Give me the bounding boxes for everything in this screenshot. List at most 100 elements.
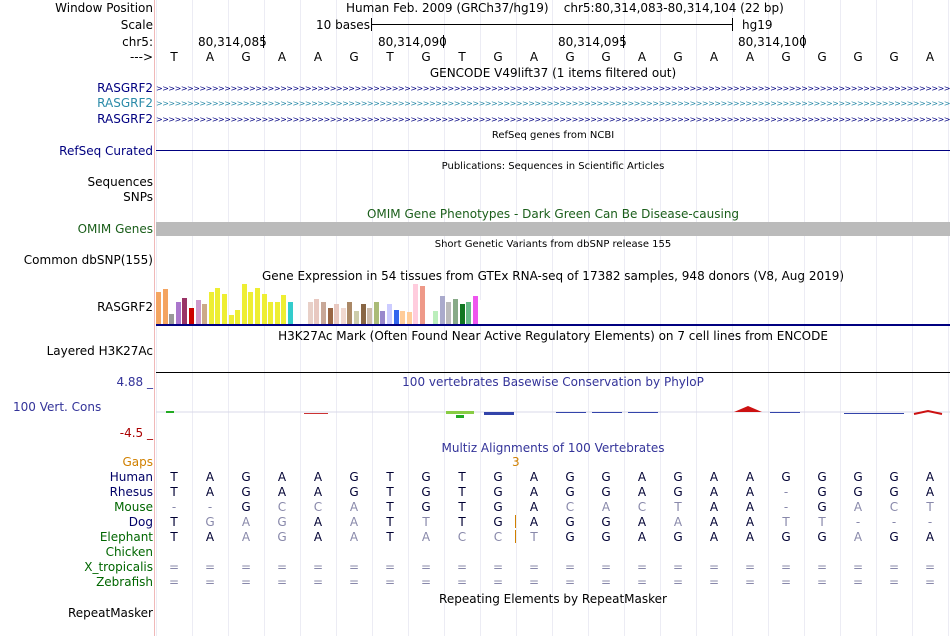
- cons-wiggle-plot[interactable]: [156, 400, 950, 424]
- gtex-bar[interactable]: [360, 304, 366, 324]
- species-label[interactable]: Mouse: [114, 500, 153, 514]
- alignment-base: =: [780, 560, 792, 574]
- gtex-bar[interactable]: [156, 292, 161, 324]
- gencode-gene-strand-2[interactable]: >>>>>>>>>>>>>>>>>>>>>>>>>>>>>>>>>>>>>>>>…: [156, 99, 950, 108]
- gtex-bar[interactable]: [314, 299, 320, 324]
- alignment-base: =: [888, 560, 900, 574]
- alignment-base: =: [852, 575, 864, 589]
- gtex-bar[interactable]: [222, 294, 227, 324]
- snps-track-label[interactable]: SNPs: [123, 190, 153, 204]
- sequences-track-label[interactable]: Sequences: [87, 175, 153, 189]
- gtex-bar[interactable]: [354, 311, 359, 324]
- gtex-bar[interactable]: [274, 302, 280, 324]
- gtex-bar[interactable]: [294, 298, 300, 324]
- gtex-bar[interactable]: [472, 296, 478, 324]
- gtex-bar[interactable]: [162, 289, 168, 324]
- gtex-bar[interactable]: [241, 284, 247, 324]
- cons-track-label[interactable]: 100 Vert. Cons: [13, 400, 102, 414]
- species-label[interactable]: Chicken: [105, 545, 153, 559]
- cons-track-title[interactable]: 100 vertebrates Basewise Conservation by…: [402, 375, 704, 389]
- gtex-bar[interactable]: [261, 294, 267, 324]
- gtex-bar[interactable]: [453, 299, 458, 324]
- gaps-label[interactable]: Gaps: [122, 455, 153, 469]
- repeat-track-title[interactable]: Repeating Elements by RepeatMasker: [439, 592, 667, 606]
- coord-3-tick: [623, 35, 624, 48]
- gtex-bar[interactable]: [169, 314, 175, 324]
- dbsnp-track-title[interactable]: Short Genetic Variants from dbSNP releas…: [434, 239, 672, 250]
- gtex-bar-chart[interactable]: [156, 284, 950, 324]
- h3k27ac-track-title[interactable]: H3K27Ac Mark (Often Found Near Active Re…: [278, 329, 828, 343]
- gtex-bar[interactable]: [413, 284, 419, 324]
- gtex-bar[interactable]: [255, 288, 260, 324]
- gtex-bar[interactable]: [373, 302, 379, 324]
- gtex-gene-line[interactable]: [156, 324, 950, 326]
- gtex-bar[interactable]: [307, 302, 313, 324]
- gtex-bar[interactable]: [248, 292, 254, 324]
- omim-track-label[interactable]: OMIM Genes: [77, 222, 153, 236]
- refseq-track-label[interactable]: RefSeq Curated: [59, 144, 153, 158]
- gtex-bar[interactable]: [439, 296, 445, 324]
- gtex-bar[interactable]: [208, 292, 214, 324]
- gtex-bar[interactable]: [446, 302, 452, 324]
- species-label[interactable]: Dog: [128, 515, 153, 529]
- gtex-bar[interactable]: [505, 318, 511, 324]
- species-label[interactable]: X_tropicalis: [84, 560, 153, 574]
- dbsnp-track-label[interactable]: Common dbSNP(155): [23, 253, 153, 267]
- gtex-bar[interactable]: [235, 310, 241, 324]
- gtex-track-label[interactable]: RASGRF2: [97, 300, 153, 314]
- gtex-bar[interactable]: [281, 295, 287, 324]
- gtex-bar[interactable]: [327, 308, 333, 324]
- alignment-base: A: [709, 485, 719, 499]
- gtex-bar[interactable]: [512, 320, 518, 324]
- species-label[interactable]: Human: [109, 470, 153, 484]
- gtex-bar[interactable]: [175, 302, 181, 324]
- gtex-bar[interactable]: [466, 302, 472, 324]
- gtex-bar[interactable]: [400, 311, 406, 324]
- gtex-bar[interactable]: [334, 304, 340, 324]
- h3k27ac-track-label[interactable]: Layered H3K27Ac: [46, 344, 153, 358]
- refseq-gene-line[interactable]: [156, 150, 950, 151]
- gtex-bar[interactable]: [182, 298, 188, 324]
- refseq-track-title[interactable]: RefSeq genes from NCBI: [491, 130, 615, 141]
- gencode-gene-label-1[interactable]: RASGRF2: [97, 81, 153, 95]
- species-label[interactable]: Zebrafish: [96, 575, 153, 589]
- gtex-bar[interactable]: [321, 302, 326, 324]
- gtex-bar[interactable]: [426, 313, 432, 324]
- omim-gene-bar[interactable]: [156, 222, 950, 236]
- species-label[interactable]: Elephant: [99, 530, 153, 544]
- gtex-bar[interactable]: [347, 302, 353, 324]
- gencode-gene-label-2[interactable]: RASGRF2: [97, 96, 153, 110]
- gencode-gene-label-3[interactable]: RASGRF2: [97, 112, 153, 126]
- gencode-gene-strand-1[interactable]: >>>>>>>>>>>>>>>>>>>>>>>>>>>>>>>>>>>>>>>>…: [156, 84, 950, 93]
- gtex-bar[interactable]: [406, 312, 412, 324]
- species-label[interactable]: Rhesus: [109, 485, 153, 499]
- gtex-bar[interactable]: [387, 304, 392, 324]
- gtex-bar[interactable]: [433, 311, 439, 324]
- omim-track-title[interactable]: OMIM Gene Phenotypes - Dark Green Can Be…: [366, 207, 740, 221]
- gtex-bar[interactable]: [459, 304, 465, 324]
- gtex-bar[interactable]: [486, 304, 491, 324]
- sequence-base: A: [277, 50, 287, 64]
- gtex-bar[interactable]: [479, 300, 485, 324]
- gtex-bar[interactable]: [215, 288, 221, 324]
- gtex-bar[interactable]: [492, 316, 498, 324]
- pubs-track-title[interactable]: Publications: Sequences in Scientific Ar…: [441, 161, 665, 172]
- gencode-track-title[interactable]: GENCODE V49lift37 (1 items filtered out): [429, 66, 677, 80]
- gtex-bar[interactable]: [519, 317, 524, 324]
- gtex-bar[interactable]: [499, 319, 505, 324]
- gtex-bar[interactable]: [288, 302, 293, 324]
- gtex-bar[interactable]: [268, 302, 274, 324]
- gtex-bar[interactable]: [367, 308, 373, 324]
- gtex-bar[interactable]: [195, 300, 201, 324]
- gtex-bar[interactable]: [228, 315, 234, 324]
- gtex-bar[interactable]: [420, 286, 425, 324]
- gtex-bar[interactable]: [189, 308, 194, 324]
- gtex-bar[interactable]: [340, 308, 346, 324]
- gtex-bar[interactable]: [393, 310, 399, 324]
- multiz-track-title[interactable]: Multiz Alignments of 100 Vertebrates: [441, 441, 665, 455]
- gtex-track-title[interactable]: Gene Expression in 54 tissues from GTEx …: [261, 269, 845, 283]
- gencode-gene-strand-3[interactable]: >>>>>>>>>>>>>>>>>>>>>>>>>>>>>>>>>>>>>>>>…: [156, 115, 950, 124]
- gtex-bar[interactable]: [202, 304, 208, 324]
- gtex-bar[interactable]: [380, 311, 386, 324]
- repeat-track-label[interactable]: RepeatMasker: [67, 606, 153, 620]
